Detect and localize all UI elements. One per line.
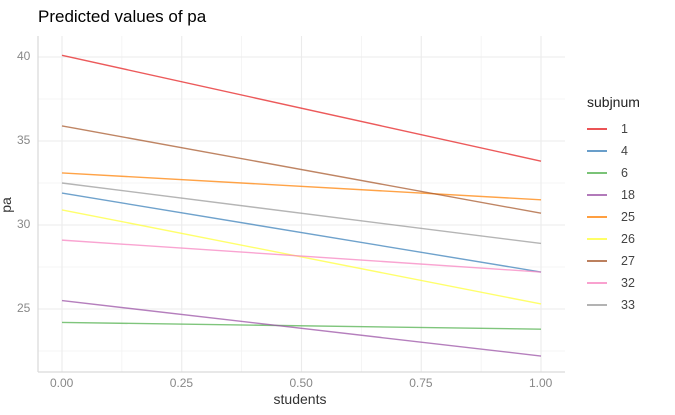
y-tick-label: 35	[17, 133, 31, 147]
legend-key-line-icon	[587, 304, 607, 306]
legend-item-25: 25	[587, 206, 640, 228]
legend-item-26: 26	[587, 228, 640, 250]
legend-key-line-icon	[587, 194, 607, 196]
legend-item-1: 1	[587, 118, 640, 140]
legend-label: 32	[621, 276, 635, 290]
legend-key-line-icon	[587, 238, 607, 240]
legend-key-line-icon	[587, 282, 607, 284]
x-axis-label: students	[273, 391, 327, 407]
legend-item-6: 6	[587, 162, 640, 184]
y-tick-label: 30	[17, 217, 31, 231]
legend-item-18: 18	[587, 184, 640, 206]
legend-label: 4	[621, 144, 628, 158]
legend-item-33: 33	[587, 294, 640, 316]
legend-item-32: 32	[587, 272, 640, 294]
legend-key-line-icon	[587, 150, 607, 152]
series-line-6	[61, 321, 542, 330]
y-axis-label: pa	[0, 197, 14, 213]
legend-label: 25	[621, 210, 635, 224]
series-line-1	[61, 54, 542, 162]
x-tick-label: 0.75	[409, 376, 433, 390]
legend-label: 27	[621, 254, 635, 268]
series-line-26	[61, 209, 542, 305]
legend-key-line-icon	[587, 216, 607, 218]
series-line-4	[61, 192, 542, 273]
series-line-25	[61, 172, 542, 201]
legend-label: 6	[621, 166, 628, 180]
series-line-27	[61, 125, 542, 214]
series-line-33	[61, 182, 542, 245]
chart-title: Predicted values of pa	[38, 7, 207, 26]
legend-label: 18	[621, 188, 635, 202]
legend-key-line-icon	[587, 172, 607, 174]
legend: subjnum 1 4 6 18 25 26 27 32 33	[587, 94, 640, 316]
legend-key-line-icon	[587, 128, 607, 130]
x-tick-label: 0.25	[169, 376, 194, 390]
legend-item-27: 27	[587, 250, 640, 272]
legend-key-line-icon	[587, 260, 607, 262]
legend-label: 1	[621, 122, 628, 136]
x-tick-label: 1.00	[529, 376, 553, 390]
legend-title: subjnum	[587, 94, 640, 110]
legend-item-4: 4	[587, 140, 640, 162]
legend-label: 26	[621, 232, 635, 246]
series-line-32	[61, 239, 542, 273]
x-tick-label: 0.00	[50, 376, 74, 390]
y-tick-label: 40	[17, 49, 31, 63]
x-tick-label: 0.50	[289, 376, 313, 390]
y-tick-label: 25	[17, 301, 31, 315]
legend-items: 1 4 6 18 25 26 27 32 33	[587, 118, 640, 316]
series-line-18	[61, 299, 542, 357]
legend-label: 33	[621, 298, 635, 312]
